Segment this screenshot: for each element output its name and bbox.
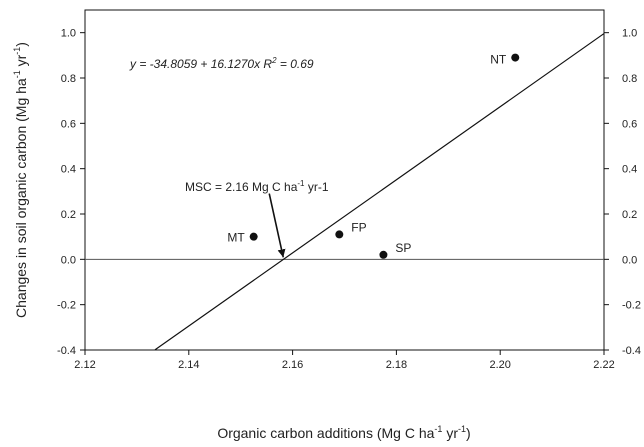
- regression-line: [154, 33, 605, 351]
- x-axis-title-mid: yr: [442, 425, 458, 441]
- data-point-sp: [379, 250, 388, 259]
- plot-frame: [84, 9, 605, 351]
- data-point-mt: [249, 232, 258, 241]
- x-axis-title: Organic carbon additions (Mg C ha-1 yr-1…: [217, 424, 470, 441]
- msc-annotation: MSC = 2.16 Mg C ha-1 yr-1: [185, 179, 329, 194]
- msc-annotation-end: yr-1: [305, 180, 329, 194]
- x-tick-label: 2.18: [386, 359, 407, 371]
- y-axis-title-end: ): [13, 42, 29, 47]
- right-y-tick-label: -0.2: [622, 300, 641, 312]
- x-axis-title-sup1: -1: [434, 424, 442, 434]
- right-y-tick-label: 0.8: [622, 73, 637, 85]
- y-tick-label: 0.0: [61, 254, 76, 266]
- point-label-nt: NT: [490, 53, 507, 67]
- y-tick-label: 0.4: [61, 164, 76, 176]
- right-y-tick-label: 0.4: [622, 164, 637, 176]
- point-label-mt: MT: [227, 231, 245, 245]
- x-axis-title-end: ): [466, 425, 471, 441]
- right-y-tick-label: 1.0: [622, 28, 637, 40]
- x-axis-ticks: 2.12 2.14 2.16 2.18 2.20 2.22: [74, 350, 615, 371]
- x-tick-label: 2.12: [74, 359, 95, 371]
- y-axis-title: Changes in soil organic carbon (Mg ha-1 …: [12, 42, 29, 318]
- y-tick-label: 1.0: [61, 28, 76, 40]
- right-y-tick-label: 0.6: [622, 118, 637, 130]
- equation-superscript: 2: [271, 56, 277, 65]
- y-axis-title-sup1: -1: [12, 70, 22, 78]
- msc-annotation-text: MSC = 2.16 Mg C ha: [185, 180, 298, 194]
- right-y-tick-label: -0.4: [622, 345, 641, 357]
- regression-equation: y = -34.8059 + 16.1270x R2 = 0.69: [129, 56, 314, 71]
- data-point-fp: [335, 230, 344, 239]
- x-tick-label: 2.20: [489, 359, 510, 371]
- data-point-nt: [511, 53, 520, 62]
- y-axis-title-mid: yr: [13, 54, 29, 70]
- x-tick-label: 2.16: [282, 359, 303, 371]
- data-points: NT MT FP SP: [227, 53, 520, 259]
- y-tick-label: 0.8: [61, 73, 76, 85]
- y-tick-label: -0.2: [57, 300, 76, 312]
- right-y-tick-label: 0.0: [622, 254, 637, 266]
- point-label-sp: SP: [395, 241, 411, 255]
- y-axis-title-sup2: -1: [12, 47, 22, 55]
- x-tick-label: 2.14: [178, 359, 199, 371]
- equation-value: = 0.69: [277, 57, 314, 71]
- y-tick-label: 0.6: [61, 118, 76, 130]
- right-y-axis-ticks: -0.4 -0.2 0.0 0.2 0.4 0.6 0.8 1.0: [604, 28, 641, 357]
- point-label-fp: FP: [351, 220, 366, 234]
- msc-arrow: [268, 193, 286, 258]
- x-tick-label: 2.22: [593, 359, 614, 371]
- x-axis-title-text: Organic carbon additions (Mg C ha: [217, 425, 434, 441]
- y-tick-label: -0.4: [57, 345, 76, 357]
- y-axis-title-text: Changes in soil organic carbon (Mg ha: [13, 78, 29, 318]
- y-tick-label: 0.2: [61, 209, 76, 221]
- y-axis-ticks: -0.4 -0.2 0.0 0.2 0.4 0.6 0.8 1.0: [57, 28, 85, 357]
- equation-main-text: y = -34.8059 + 16.1270x R: [129, 57, 272, 71]
- msc-annotation-superscript: -1: [297, 179, 305, 188]
- x-axis-title-sup2: -1: [458, 424, 466, 434]
- right-y-tick-label: 0.2: [622, 209, 637, 221]
